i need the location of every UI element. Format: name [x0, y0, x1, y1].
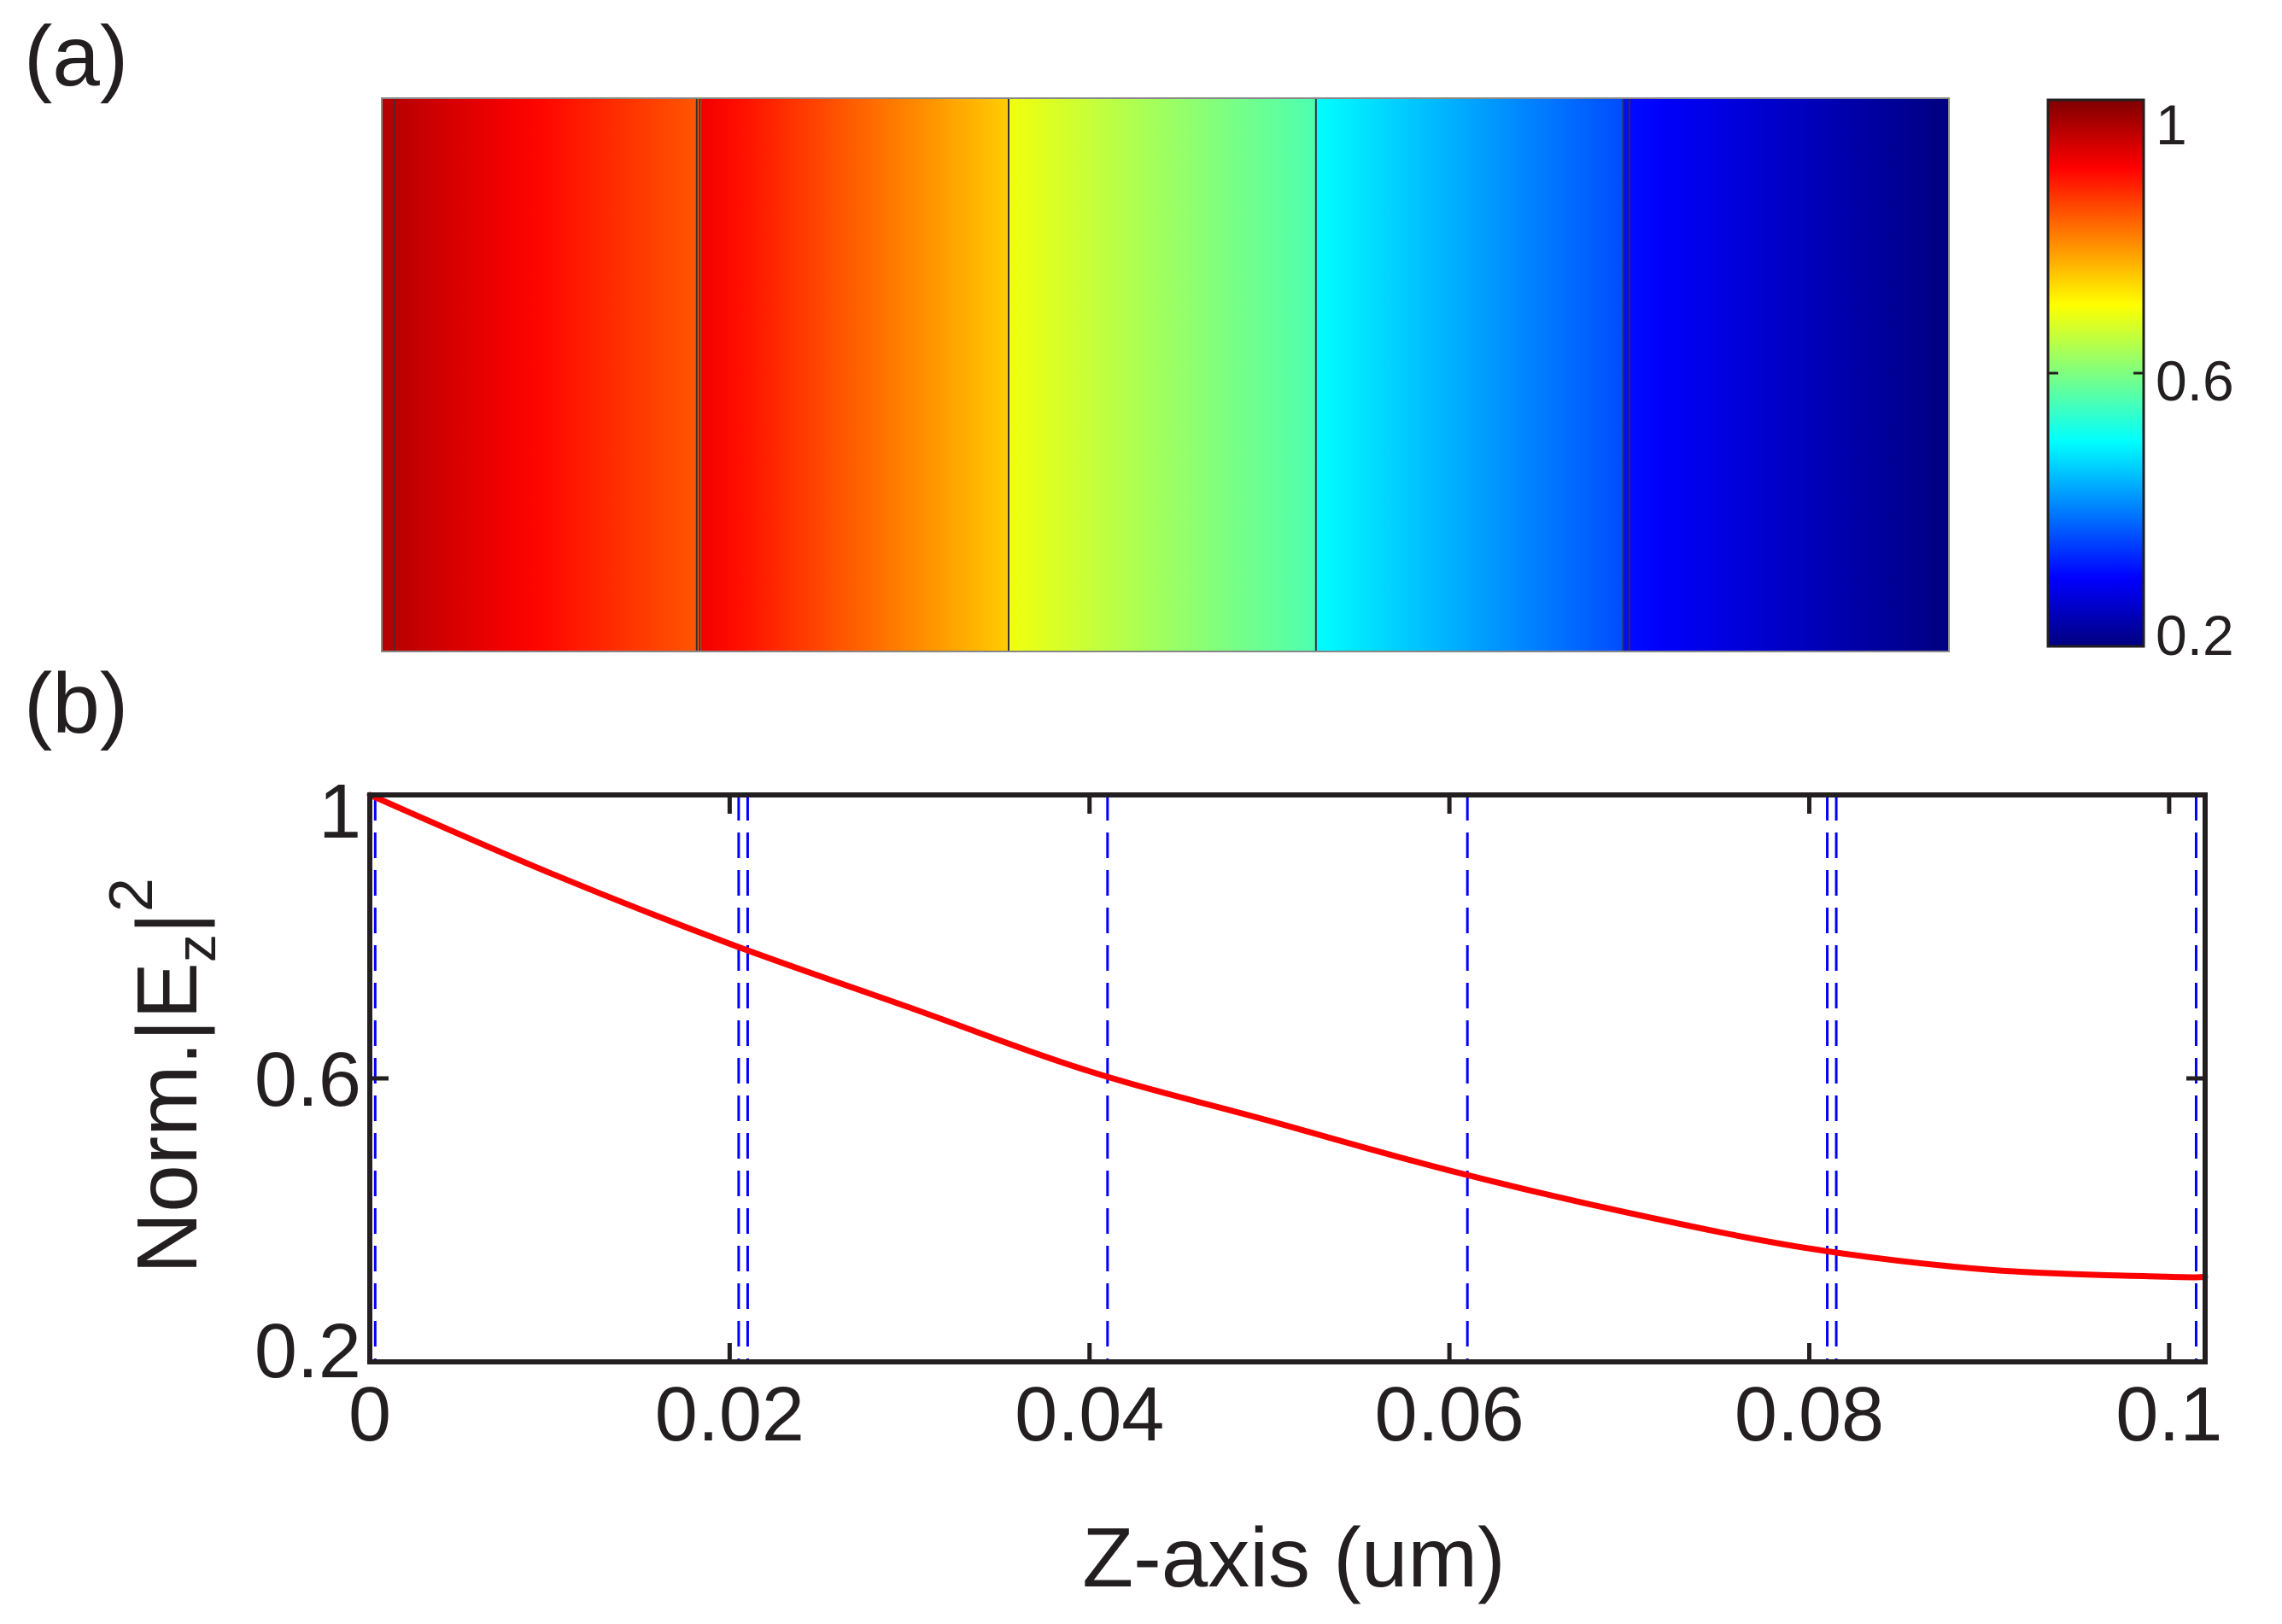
colorbar-tick-label: 1 — [2156, 93, 2187, 156]
heatmap-layer-3 — [1009, 98, 1317, 651]
x-tick-label: 0.1 — [2115, 1372, 2222, 1458]
y-tick-label: 1 — [319, 769, 361, 855]
colorbar-gradient — [2046, 98, 2145, 648]
x-tick-label: 0.08 — [1735, 1372, 1884, 1458]
heatmap-layer-1 — [382, 98, 702, 651]
svg-text:Norm.|Ez|2: Norm.|Ez|2 — [97, 878, 227, 1274]
colorbar-tick-label: 0.6 — [2156, 349, 2234, 412]
x-tick-label: 0.04 — [1015, 1372, 1164, 1458]
heatmap-layer-2 — [701, 98, 1009, 651]
field-intensity-curve — [366, 792, 2209, 1281]
colorbar: 0.2 0.6 1 — [2046, 93, 2234, 667]
line-chart: 0 0.02 0.04 0.06 0.08 0.1 0.2 0.6 1 — [255, 769, 2223, 1458]
x-axis-label: Z-axis (um) — [1082, 1510, 1505, 1604]
heatmap-layer-4 — [1315, 98, 1624, 651]
heatmap-layer-5 — [1623, 98, 1950, 651]
panel-b-label: (b) — [24, 656, 128, 751]
field-heatmap — [382, 98, 1950, 651]
x-tick-label: 0.02 — [655, 1372, 805, 1458]
plot-frame — [367, 792, 2208, 1364]
panel-a-label: (a) — [24, 9, 128, 104]
heatmap-frame — [381, 97, 1950, 652]
x-tick-label: 0.06 — [1375, 1372, 1524, 1458]
y-tick-label: 0.2 — [255, 1309, 361, 1394]
y-axis-label: Norm.|Ez|2 — [97, 878, 227, 1274]
y-tick-label: 0.6 — [255, 1037, 361, 1123]
colorbar-tick-label: 0.2 — [2156, 604, 2234, 667]
x-tick-label: 0 — [348, 1372, 391, 1458]
